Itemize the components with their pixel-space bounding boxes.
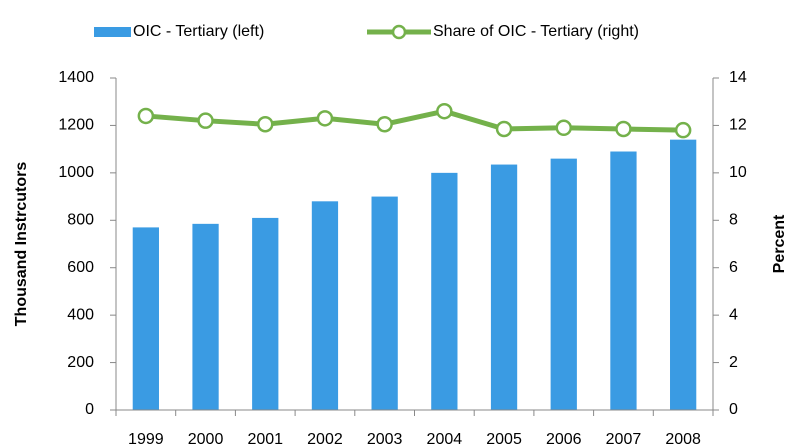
line-marker	[137, 107, 155, 125]
line-marker	[555, 119, 572, 137]
bar	[132, 227, 159, 410]
line-marker	[495, 120, 513, 138]
legend-label: OIC - Tertiary (left)	[133, 23, 264, 40]
x-tick-label: 2003	[367, 431, 403, 448]
bar	[252, 217, 279, 410]
line-marker	[674, 121, 692, 139]
y-tick-label: 1000	[58, 164, 94, 181]
bar	[490, 164, 518, 410]
line-series	[145, 108, 684, 133]
x-tick-label: 2001	[247, 431, 283, 448]
y-tick-label: 400	[67, 306, 94, 323]
line-marker	[615, 120, 632, 138]
y-tick-label: 0	[85, 401, 94, 418]
x-tick-label: 2006	[546, 431, 582, 448]
legend-marker	[391, 24, 407, 40]
y2-tick-label: 12	[729, 117, 747, 134]
y2-axis-title: Percent	[771, 214, 788, 273]
x-tick-label: 2007	[606, 431, 642, 448]
y-axis-title: Thousand Instrcutors	[13, 162, 30, 327]
y2-tick-label: 0	[729, 401, 738, 418]
y2-tick-label: 6	[729, 259, 738, 276]
line-marker	[316, 110, 334, 127]
bar	[311, 201, 339, 410]
y-tick-label: 200	[67, 354, 94, 371]
line-marker	[376, 115, 393, 133]
y2-tick-label: 2	[729, 354, 738, 371]
bar	[371, 196, 398, 410]
line-marker	[197, 112, 214, 129]
x-tick-label: 2004	[427, 431, 463, 448]
bar	[610, 151, 637, 410]
x-tick-label: 2002	[307, 431, 343, 448]
y-tick-label: 1400	[58, 69, 94, 86]
y2-tick-label: 8	[729, 212, 738, 229]
y2-tick-label: 4	[729, 306, 738, 323]
bar	[670, 139, 697, 410]
legend-swatch	[94, 27, 131, 37]
legend-label: Share of OIC - Tertiary (right)	[433, 23, 639, 40]
line-marker	[257, 115, 274, 133]
y2-tick-label: 14	[729, 69, 747, 86]
x-tick-label: 2008	[665, 431, 701, 448]
bar	[550, 158, 577, 410]
bar	[431, 172, 458, 410]
bar	[192, 223, 219, 410]
x-tick-label: 2000	[188, 431, 224, 448]
x-tick-label: 2005	[486, 431, 522, 448]
y2-tick-label: 10	[729, 164, 747, 181]
y-tick-label: 1200	[58, 117, 94, 134]
y-tick-label: 600	[67, 259, 94, 276]
x-tick-label: 1999	[128, 431, 164, 448]
y-tick-label: 800	[67, 212, 94, 229]
line-marker	[436, 102, 453, 120]
